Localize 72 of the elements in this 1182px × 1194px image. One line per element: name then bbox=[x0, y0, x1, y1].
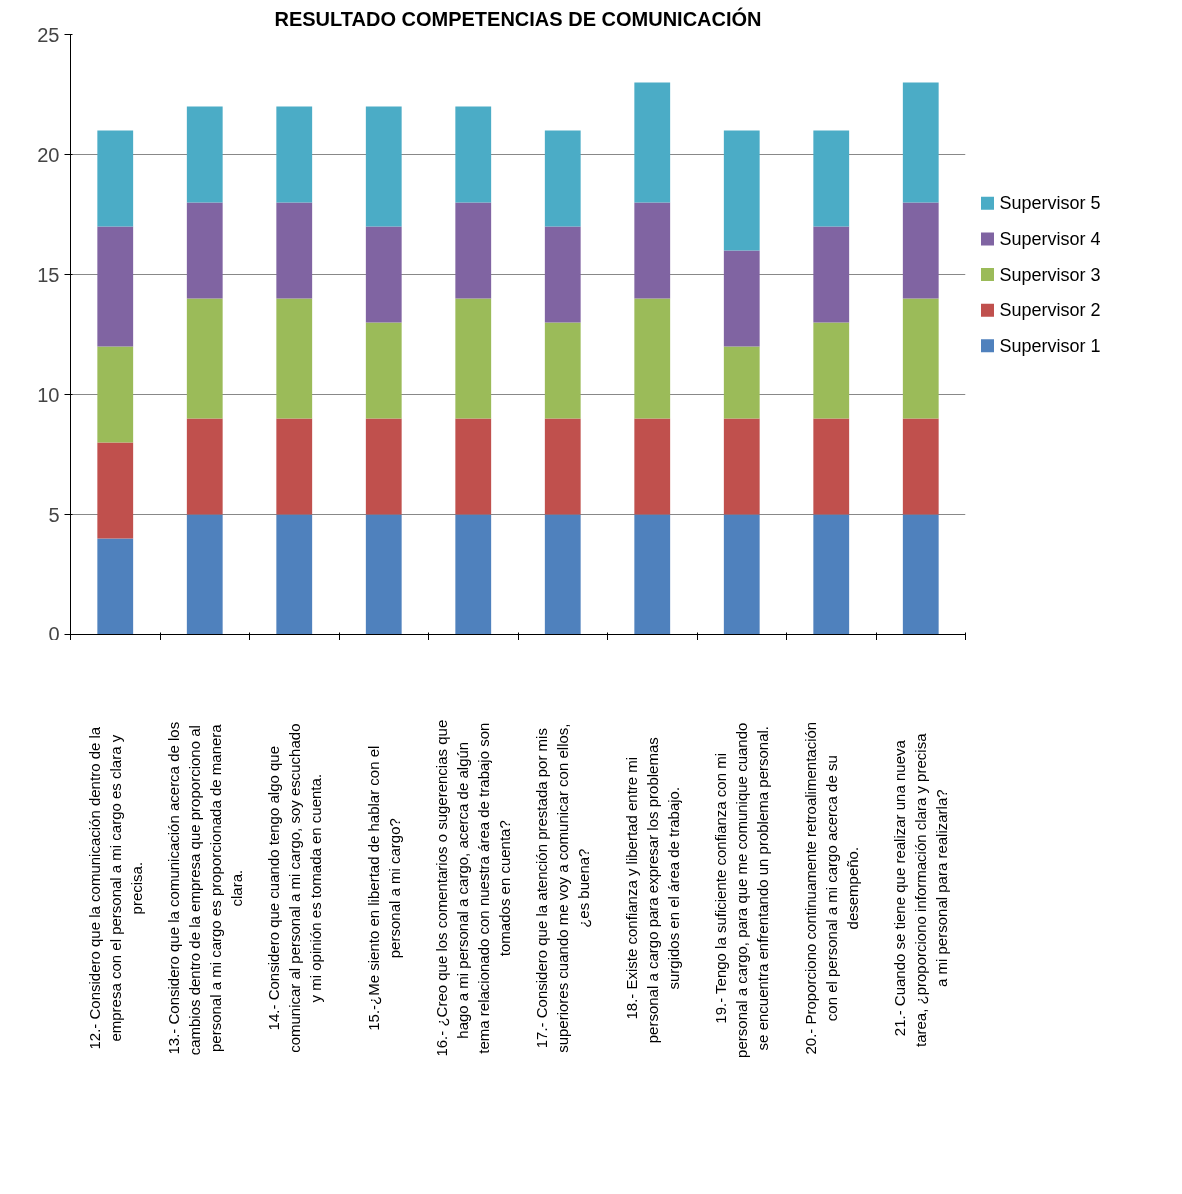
bar bbox=[723, 418, 760, 515]
bar bbox=[276, 514, 313, 635]
legend-label: Supervisor 2 bbox=[999, 300, 1101, 321]
bar bbox=[276, 106, 313, 203]
bar bbox=[276, 202, 313, 299]
bar bbox=[723, 250, 760, 347]
bar bbox=[634, 202, 671, 299]
bar bbox=[455, 106, 492, 203]
x-tick-label: 18.- Existe confianza y libertad entre mi personal a cargo para expresar los problemas surgidos en el área de trabajo. bbox=[622, 737, 682, 1044]
bar bbox=[902, 418, 939, 515]
bar bbox=[97, 226, 134, 347]
x-tick-label: 15.-¿Me siento en libertad de hablar con el personal a mi cargo? bbox=[364, 745, 403, 1031]
bar bbox=[902, 82, 939, 203]
y-tick-label: 5 bbox=[48, 503, 60, 526]
bar bbox=[186, 514, 223, 635]
bar bbox=[455, 418, 492, 515]
y-tick-label: 20 bbox=[37, 143, 60, 166]
bar bbox=[186, 106, 223, 203]
bar bbox=[902, 514, 939, 635]
y-tick-label: 15 bbox=[37, 263, 60, 286]
bar bbox=[365, 106, 402, 227]
legend-label: Supervisor 1 bbox=[999, 335, 1101, 356]
legend-label: Supervisor 5 bbox=[999, 193, 1101, 214]
bar bbox=[276, 418, 313, 515]
bar bbox=[97, 442, 134, 539]
y-tick-label: 10 bbox=[37, 383, 60, 406]
bar bbox=[455, 514, 492, 635]
x-tick-label: 16.- ¿Creo que los comentarios o sugerencias que hago a mi personal a cargo, acerca de algún tema relacionado con nuestra área de trabajo son tomados en cuenta? bbox=[433, 719, 514, 1057]
y-tick-label: 0 bbox=[48, 622, 60, 645]
bar bbox=[902, 298, 939, 419]
bar bbox=[455, 298, 492, 419]
bar bbox=[813, 418, 850, 515]
x-tick-label: 13.- Considero que la comunicación acerca de los cambios dentro de la empresa que proporciono al personal a mi cargo es proporcionada de manera clara. bbox=[164, 721, 245, 1056]
bar bbox=[276, 298, 313, 419]
bar bbox=[97, 538, 134, 635]
bar bbox=[186, 298, 223, 419]
bar bbox=[902, 202, 939, 299]
chart-title: RESULTADO COMPETENCIAS DE COMUNICACIÓN bbox=[274, 6, 762, 30]
bar bbox=[544, 130, 581, 227]
bar bbox=[365, 322, 402, 419]
bar bbox=[544, 514, 581, 635]
bar bbox=[634, 298, 671, 419]
bar bbox=[544, 226, 581, 323]
bar bbox=[813, 514, 850, 635]
bar bbox=[97, 346, 134, 443]
bar bbox=[813, 130, 850, 227]
y-tick-label: 25 bbox=[37, 23, 60, 46]
x-tick-label: 14.- Considero que cuando tengo algo que comunicar al personal a mi cargo, soy escuchado y mi opinión es tomada en cuenta. bbox=[264, 723, 324, 1053]
bar bbox=[813, 226, 850, 323]
legend-label: Supervisor 4 bbox=[999, 228, 1101, 249]
x-tick-label: 17.- Considero que la atención prestada por mis superiores cuando me voy a comunicar con ellos, ¿es buena? bbox=[533, 723, 593, 1053]
bar bbox=[634, 82, 671, 203]
bar bbox=[365, 514, 402, 635]
bar bbox=[544, 418, 581, 515]
bar bbox=[634, 514, 671, 635]
bar bbox=[365, 418, 402, 515]
x-tick-label: 19.- Tengo la suficiente confianza con mi personal a cargo, para que me comunique cuando se encuentra enfrentando un problema personal. bbox=[712, 722, 772, 1058]
x-tick-label: 12.- Considero que la comunicación dentro de la empresa con el personal a mi cargo es clara y precisa. bbox=[85, 726, 145, 1050]
x-tick-label: 20.- Proporciono continuamente retroalimentación con el personal a mi cargo acerca de su desempeño. bbox=[801, 721, 861, 1055]
bar bbox=[186, 418, 223, 515]
bar bbox=[813, 322, 850, 419]
bar bbox=[97, 130, 134, 227]
bar bbox=[544, 322, 581, 419]
bar bbox=[634, 418, 671, 515]
bar bbox=[723, 514, 760, 635]
bar bbox=[723, 346, 760, 419]
x-tick-label: 21.- Cuando se tiene que realizar una nueva tarea, ¿proporciono información clara y precisa a mi personal para realizarla? bbox=[891, 732, 951, 1048]
bar bbox=[365, 226, 402, 323]
bar bbox=[723, 130, 760, 251]
bar bbox=[186, 202, 223, 299]
bar bbox=[455, 202, 492, 299]
legend-label: Supervisor 3 bbox=[999, 264, 1101, 285]
